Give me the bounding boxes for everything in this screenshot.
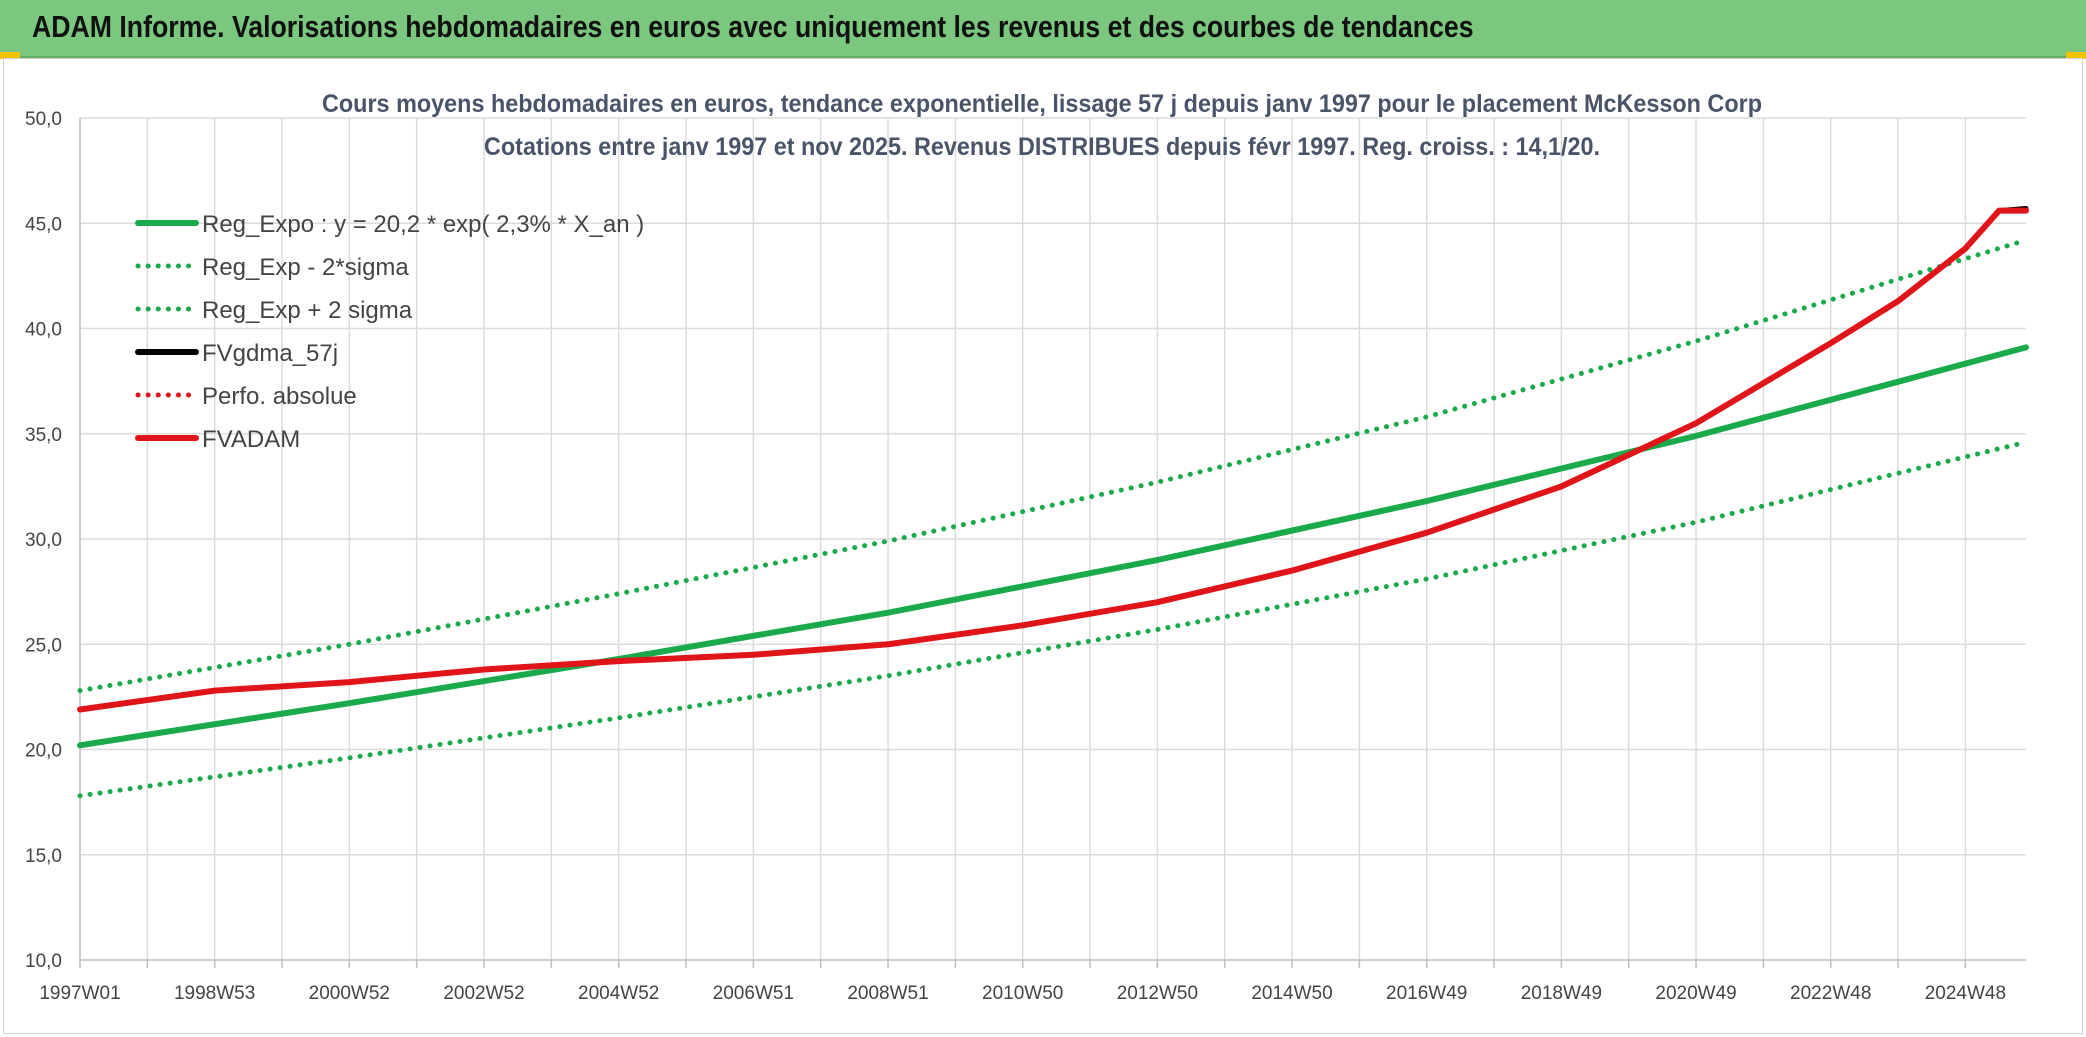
x-tick-label: 2014W50	[1251, 983, 1332, 1004]
legend-label: FVADAM	[202, 426, 300, 453]
series-line-reg-expo-y-20-2-exp-2-3-x-an	[77, 344, 2029, 749]
chart-title-line-1: Cours moyens hebdomadaires en euros, ten…	[322, 90, 1762, 118]
legend-label: FVgdma_57j	[202, 340, 338, 367]
legend-label: Reg_Expo : y = 20,2 * exp( 2,3% * X_an )	[202, 211, 644, 238]
report-title: ADAM Informe. Valorisations hebdomadaire…	[32, 9, 1474, 44]
y-tick-label: 25,0	[25, 635, 62, 656]
x-tick-label: 2022W48	[1790, 983, 1871, 1004]
y-tick-label: 35,0	[25, 425, 62, 446]
series-line-reg-exp-2-sigma	[77, 237, 2029, 694]
x-tick-label: 2000W52	[309, 983, 390, 1004]
legend-label: Reg_Exp - 2*sigma	[202, 254, 409, 281]
chart-axes: 10,0 15,0 20,0 25,0 30,0 35,0 40,0 45,0 50,0 1997…	[25, 109, 2026, 1004]
x-tick-label: 2018W49	[1521, 983, 1602, 1004]
corner-accent-right	[2066, 52, 2086, 59]
x-tick-label: 2016W49	[1386, 983, 1467, 1004]
corner-accent-left	[0, 52, 20, 59]
y-tick-label: 50,0	[25, 109, 62, 130]
y-tick-label: 30,0	[25, 530, 62, 551]
chart-series	[77, 206, 2029, 799]
x-tick-label: 1997W01	[39, 983, 120, 1004]
x-tick-label: 2002W52	[443, 983, 524, 1004]
report-banner: ADAM Informe. Valorisations hebdomadaire…	[0, 0, 2086, 58]
chart-title: Cours moyens hebdomadaires en euros, ten…	[322, 90, 1762, 161]
x-tick-label: 2006W51	[713, 983, 794, 1004]
y-tick-label: 45,0	[25, 214, 62, 235]
legend-label: Reg_Exp + 2 sigma	[202, 297, 413, 324]
y-tick-label: 15,0	[25, 846, 62, 867]
legend-label: Perfo. absolue	[202, 383, 357, 410]
chart-gridlines	[80, 117, 2026, 960]
y-tick-label: 20,0	[25, 741, 62, 762]
series-line-fvgdma-57j	[77, 206, 2029, 712]
x-tick-label: 2024W48	[1925, 983, 2006, 1004]
x-tick-label: 1998W53	[174, 983, 255, 1004]
y-tick-label: 40,0	[25, 320, 62, 341]
y-tick-label: 10,0	[25, 951, 62, 972]
x-tick-label: 2004W52	[578, 983, 659, 1004]
series-line-fvadam	[77, 207, 2029, 713]
chart-frame	[3, 58, 2083, 1034]
x-tick-label: 2008W51	[847, 983, 928, 1004]
x-tick-label: 2010W50	[982, 983, 1063, 1004]
series-line-reg-exp-2-sigma	[77, 439, 2029, 799]
x-tick-label: 2020W49	[1655, 983, 1736, 1004]
series-line-perfo-absolue	[77, 208, 2029, 712]
chart-title-line-2: Cotations entre janv 1997 et nov 2025. R…	[484, 133, 1600, 161]
x-tick-label: 2012W50	[1117, 983, 1198, 1004]
chart-legend: Reg_Expo : y = 20,2 * exp( 2,3% * X_an )…	[135, 211, 644, 453]
